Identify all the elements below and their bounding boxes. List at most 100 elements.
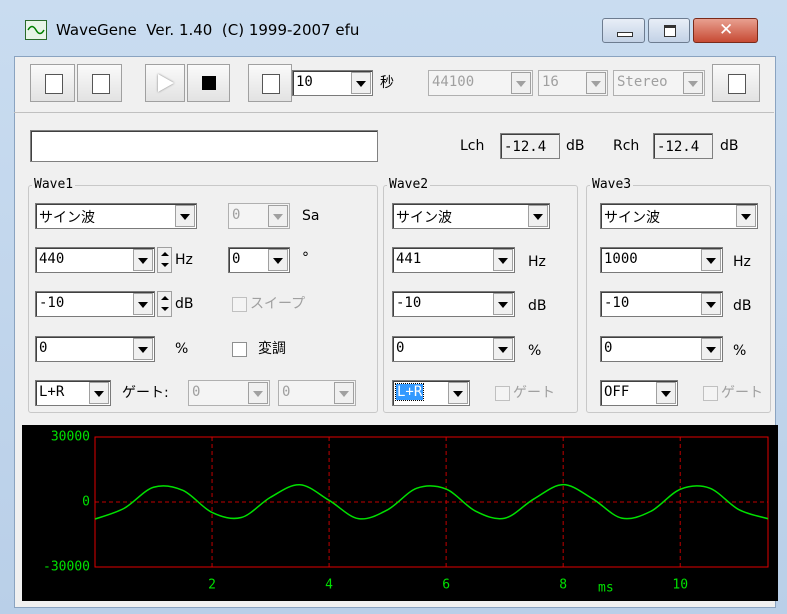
dropdown-arrow[interactable]	[511, 72, 531, 94]
group-box	[383, 185, 578, 413]
group-legend: Wave2	[387, 177, 431, 193]
maximize-button[interactable]	[648, 18, 690, 43]
label: dB	[175, 296, 194, 312]
dropdown-arrow[interactable]	[528, 205, 548, 227]
x-tick-label: 8	[559, 578, 567, 593]
spinner[interactable]	[157, 247, 172, 273]
spinner[interactable]	[157, 291, 172, 317]
plot-frame	[94, 436, 769, 568]
copy-button[interactable]	[30, 64, 75, 102]
export-button[interactable]	[712, 64, 760, 102]
combo-text: 0	[232, 207, 241, 223]
dropdown-arrow[interactable]	[736, 205, 756, 227]
combo-box[interactable]: 441	[392, 247, 515, 273]
group-legend: Wave1	[32, 177, 76, 193]
dropdown-arrow[interactable]	[701, 249, 721, 271]
combo-box[interactable]: 440	[35, 247, 155, 273]
dropdown-arrow[interactable]	[351, 72, 371, 94]
save-button[interactable]	[248, 64, 292, 102]
combo-text: 0	[396, 340, 405, 356]
combo-text: L+R	[39, 384, 65, 400]
dropdown-arrow[interactable]	[133, 293, 153, 315]
label: ゲート	[513, 385, 555, 401]
dropdown-arrow[interactable]	[586, 72, 606, 94]
y-tick-label: 0	[82, 495, 90, 510]
label: %	[733, 343, 747, 359]
combo-box[interactable]: OFF	[600, 380, 678, 406]
play-button[interactable]	[145, 64, 185, 102]
label: Sa	[302, 208, 320, 224]
paste-button[interactable]	[77, 64, 122, 102]
combo-box[interactable]: 0	[188, 380, 270, 406]
label: ゲート:	[122, 385, 169, 401]
combo-box[interactable]: 44100	[428, 70, 533, 96]
scope-background	[22, 425, 778, 601]
level-box: -12.4	[653, 133, 713, 159]
combo-text: L+R	[394, 383, 425, 401]
dropdown-arrow[interactable]	[133, 249, 153, 271]
group-box	[28, 185, 378, 413]
combo-box[interactable]: 0	[35, 336, 155, 362]
combo-text: 16	[542, 74, 559, 90]
combo-box[interactable]: Stereo	[613, 70, 705, 96]
dropdown-arrow[interactable]	[683, 72, 703, 94]
combo-box[interactable]: サイン波	[600, 203, 758, 229]
combo-text: 0	[282, 384, 291, 400]
dropdown-arrow[interactable]	[701, 338, 721, 360]
combo-text: サイン波	[604, 210, 660, 226]
combo-text: 441	[396, 251, 422, 267]
combo-box[interactable]: -10	[600, 291, 723, 317]
combo-text: 0	[39, 340, 48, 356]
stop-button[interactable]	[187, 64, 230, 102]
dropdown-arrow[interactable]	[493, 338, 513, 360]
combo-box[interactable]: 16	[538, 70, 608, 96]
level-box: -12.4	[500, 133, 560, 159]
dropdown-arrow[interactable]	[248, 382, 268, 404]
dropdown-arrow[interactable]	[656, 382, 676, 404]
play-icon	[158, 74, 174, 92]
dropdown-arrow[interactable]	[493, 249, 513, 271]
combo-box[interactable]: -10	[392, 291, 515, 317]
y-tick-label: -30000	[43, 560, 90, 575]
label: ゲート	[721, 385, 763, 401]
group-legend: Wave3	[590, 177, 634, 193]
dropdown-arrow[interactable]	[701, 293, 721, 315]
combo-box[interactable]: 0	[600, 336, 723, 362]
dropdown-arrow[interactable]	[175, 205, 195, 227]
icon	[91, 74, 110, 94]
checkbox[interactable]	[232, 342, 247, 357]
combo-box[interactable]: 0	[228, 247, 290, 273]
dropdown-arrow[interactable]	[334, 382, 354, 404]
combo-box[interactable]: 0	[228, 203, 290, 229]
minimize-button[interactable]	[602, 18, 645, 43]
dropdown-arrow[interactable]	[89, 382, 109, 404]
y-tick-label: 30000	[51, 430, 90, 445]
x-tick-label: 10	[672, 578, 688, 593]
label: Lch	[460, 138, 485, 154]
dropdown-arrow[interactable]	[493, 293, 513, 315]
combo-box[interactable]: -10	[35, 291, 155, 317]
text-field[interactable]	[30, 130, 378, 162]
combo-text: 0	[192, 384, 201, 400]
label: 変調	[258, 341, 286, 357]
dropdown-arrow[interactable]	[133, 338, 153, 360]
combo-box[interactable]: 1000	[600, 247, 723, 273]
combo-box[interactable]: L+R	[392, 380, 470, 406]
dropdown-arrow[interactable]	[448, 382, 468, 404]
combo-box[interactable]: L+R	[35, 380, 111, 406]
label: dB	[733, 298, 752, 314]
toolbar-separator	[14, 112, 774, 113]
combo-box[interactable]: 0	[278, 380, 356, 406]
combo-box[interactable]: 10	[292, 70, 373, 96]
combo-box[interactable]: サイン波	[35, 203, 197, 229]
combo-box[interactable]: 0	[392, 336, 515, 362]
combo-text: 10	[296, 74, 313, 90]
x-tick-label: 4	[325, 578, 333, 593]
combo-box[interactable]: サイン波	[392, 203, 550, 229]
dropdown-arrow[interactable]	[268, 249, 288, 271]
x-tick-label: 2	[208, 578, 216, 593]
checkbox	[495, 386, 510, 401]
label: %	[528, 343, 542, 359]
close-button[interactable]: ✕	[693, 18, 758, 43]
dropdown-arrow[interactable]	[268, 205, 288, 227]
